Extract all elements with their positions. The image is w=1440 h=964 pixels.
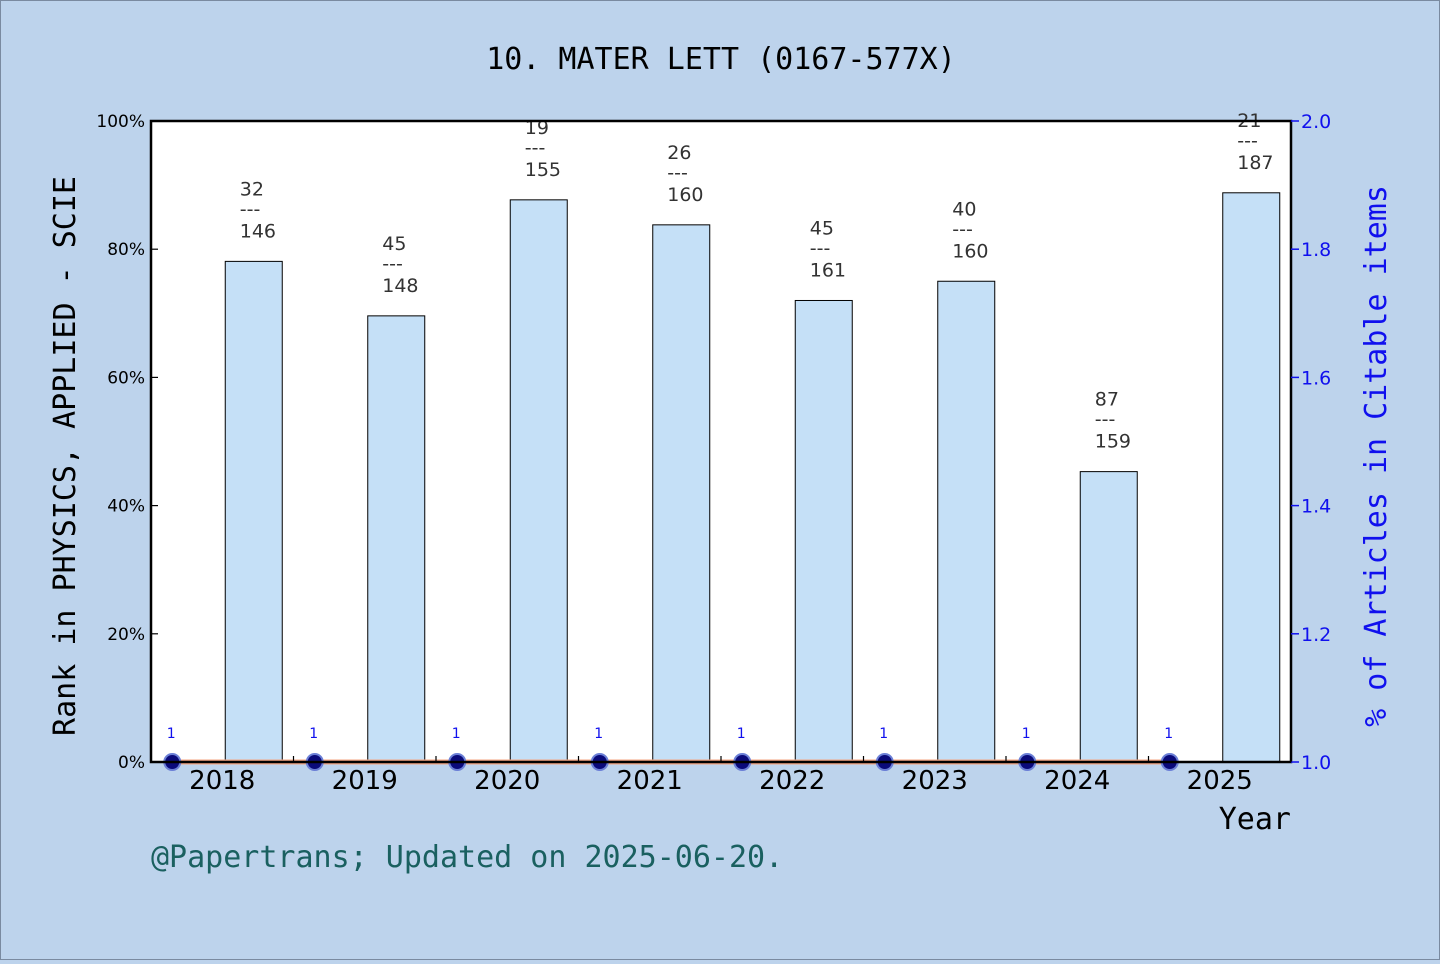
bar-label-rank-2019: 45 xyxy=(382,233,406,255)
x-tick-label-2019: 2019 xyxy=(332,766,398,796)
y-tick-label-right: 1.4 xyxy=(1301,496,1331,518)
x-tick-label-2024: 2024 xyxy=(1044,766,1110,796)
bar-label-total-2022: 161 xyxy=(810,259,846,281)
bar-label-rank-2024: 87 xyxy=(1095,389,1119,411)
bar-label-sep-2019: --- xyxy=(382,253,403,275)
y-tick-label-left: 100% xyxy=(96,112,145,132)
x-tick-label-2025: 2025 xyxy=(1187,766,1253,796)
y-tick-label-right: 1.2 xyxy=(1301,624,1331,646)
y-tick-label-left: 0% xyxy=(118,753,145,773)
line-point-label-2024: 1 xyxy=(1022,726,1031,742)
bar-label-sep-2018: --- xyxy=(240,198,261,220)
y-tick-label-left: 80% xyxy=(107,240,145,260)
bar-2023 xyxy=(937,280,996,763)
bar-label-total-2020: 155 xyxy=(525,159,561,181)
bar-label-total-2024: 159 xyxy=(1095,431,1131,453)
bar-label-rank-2023: 40 xyxy=(952,198,976,220)
y-tick-label-left: 40% xyxy=(107,497,145,517)
line-point-label-2021: 1 xyxy=(594,726,603,742)
bar-2021 xyxy=(652,224,711,763)
bar-label-sep-2023: --- xyxy=(952,218,973,240)
bar-2019 xyxy=(367,315,426,763)
bar-label-rank-2021: 26 xyxy=(667,142,691,164)
x-tick-label-2023: 2023 xyxy=(902,766,968,796)
x-tick-label-2022: 2022 xyxy=(759,766,825,796)
bar-label-rank-2020: 19 xyxy=(525,117,549,139)
line-point-label-2020: 1 xyxy=(452,726,461,742)
y-tick-label-left: 60% xyxy=(107,368,145,388)
bar-label-sep-2021: --- xyxy=(667,162,688,184)
bar-label-total-2019: 148 xyxy=(382,275,418,297)
bar-label-sep-2025: --- xyxy=(1237,130,1258,152)
line-point-label-2022: 1 xyxy=(737,726,746,742)
x-tick-label-2018: 2018 xyxy=(189,766,255,796)
y-tick-label-left: 20% xyxy=(107,625,145,645)
chart-title: 10. MATER LETT (0167-577X) xyxy=(486,42,956,77)
bar-label-sep-2020: --- xyxy=(525,137,546,159)
bar-2020 xyxy=(509,199,568,763)
x-axis-title: Year xyxy=(1219,802,1291,837)
line-point-label-2023: 1 xyxy=(879,726,888,742)
y-tick-label-right: 1.8 xyxy=(1301,239,1331,261)
x-tick-label-2021: 2021 xyxy=(617,766,683,796)
bars-group: 32---14645---14819---15526---16045---161… xyxy=(224,110,1281,763)
y-axis-title-left: Rank in PHYSICS, APPLIED - SCIE xyxy=(48,176,83,736)
right-axis-ticks: 1.0 1.2 1.4 1.6 1.8 2.0 xyxy=(1291,111,1331,774)
bar-label-total-2023: 160 xyxy=(952,240,988,262)
bar-label-total-2018: 146 xyxy=(240,220,276,242)
bar-2025 xyxy=(1222,192,1281,763)
bar-label-total-2025: 187 xyxy=(1237,152,1273,174)
bar-label-rank-2022: 45 xyxy=(810,217,834,239)
bar-2018 xyxy=(224,260,283,763)
bar-label-sep-2022: --- xyxy=(810,237,831,259)
line-point-label-2025: 1 xyxy=(1164,726,1173,742)
bar-2022 xyxy=(794,299,853,763)
x-axis-ticks: 2018 2019 2020 2021 2022 2023 2024 2025 xyxy=(189,756,1292,796)
y-axis-title-right: % of Articles in Citable items xyxy=(1359,185,1394,727)
bar-label-sep-2024: --- xyxy=(1095,409,1116,431)
x-tick-label-2020: 2020 xyxy=(474,766,540,796)
line-point-label-2018: 1 xyxy=(167,726,176,742)
bar-label-rank-2018: 32 xyxy=(240,178,264,200)
left-axis-ticks: 0% 20% 40% 60% 80% 100% xyxy=(96,112,158,773)
y-tick-label-right: 1.0 xyxy=(1301,752,1331,774)
y-tick-label-right: 1.6 xyxy=(1301,367,1331,389)
line-point-label-2019: 1 xyxy=(309,726,318,742)
footer-credit: @Papertrans; Updated on 2025-06-20. xyxy=(151,840,783,875)
bar-2024 xyxy=(1079,471,1138,763)
y-tick-label-right: 2.0 xyxy=(1301,111,1331,133)
bar-label-total-2021: 160 xyxy=(667,184,703,206)
